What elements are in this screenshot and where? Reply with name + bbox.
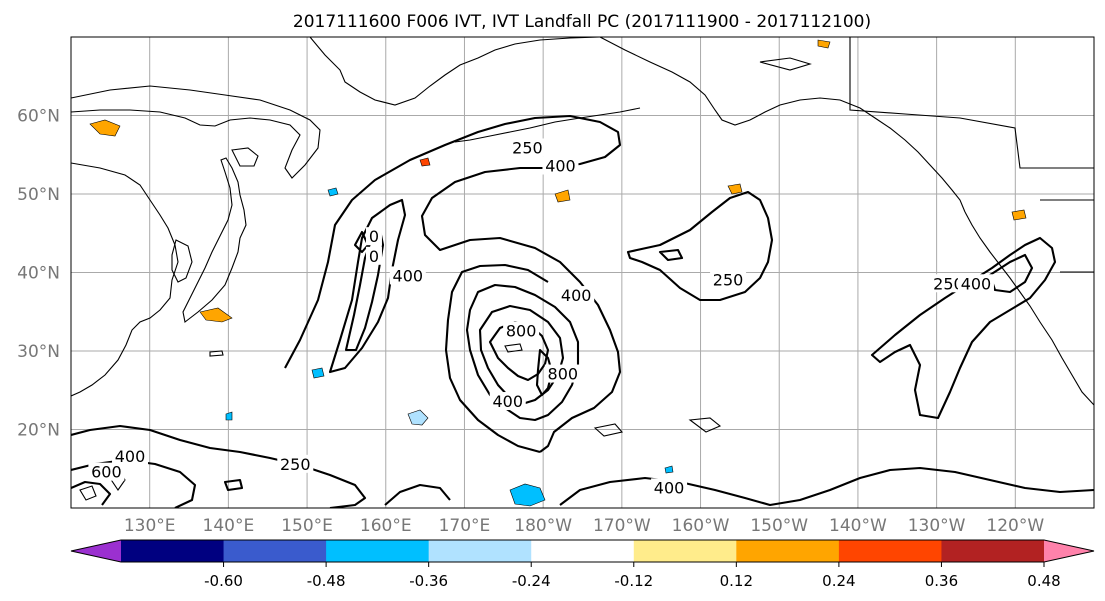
gridlines bbox=[71, 37, 1094, 508]
contour-label-halo bbox=[112, 446, 149, 465]
contour-label: 400 bbox=[654, 478, 685, 497]
contour-label-halo bbox=[489, 392, 526, 411]
longitude-label: 120°W bbox=[986, 516, 1044, 536]
colorbar-tick-label: -0.36 bbox=[409, 572, 448, 590]
longitude-label: 160°E bbox=[360, 516, 412, 536]
colorbar-extend-min bbox=[71, 540, 121, 562]
colorbar-tick-label: -0.12 bbox=[614, 572, 653, 590]
longitude-label: 150°E bbox=[281, 516, 333, 536]
contour-label-halo bbox=[88, 462, 125, 481]
colorbar-tick-label: -0.48 bbox=[307, 572, 346, 590]
latitude-label: 30°N bbox=[17, 342, 60, 362]
contour-label-halo bbox=[509, 138, 546, 157]
colorbar-extend-max bbox=[1044, 540, 1094, 562]
colorbar-segment bbox=[326, 540, 430, 562]
colorbar-segment bbox=[838, 540, 942, 562]
contour-label: 800 bbox=[506, 321, 537, 340]
contour-label: 800 bbox=[548, 365, 579, 384]
colorbar-outline bbox=[70, 539, 1095, 563]
colorbar-segment bbox=[736, 540, 840, 562]
contour-label-halo bbox=[365, 246, 382, 265]
longitude-label: 130°E bbox=[124, 516, 176, 536]
coastlines bbox=[71, 37, 1094, 501]
colorbar-tick-label: 0.12 bbox=[720, 572, 753, 590]
latitude-label: 40°N bbox=[17, 264, 60, 284]
contour-label: 0 bbox=[369, 247, 379, 266]
contour-label: 250 bbox=[933, 274, 964, 293]
contour-label: 400 bbox=[961, 274, 992, 293]
contour-label: 250 bbox=[512, 138, 543, 157]
contour-label: 400 bbox=[393, 266, 424, 285]
colorbar-segment bbox=[121, 540, 225, 562]
contour-label-halo bbox=[957, 274, 994, 293]
longitude-label: 150°W bbox=[750, 516, 808, 536]
longitude-label: 170°E bbox=[439, 516, 491, 536]
pc-shading bbox=[89, 39, 1027, 507]
contour-label: 400 bbox=[561, 286, 592, 305]
contour-label: 250 bbox=[713, 270, 744, 289]
latitude-labels: 60°N 50°N 40°N 30°N 20°N bbox=[17, 107, 60, 441]
contour-label-halo bbox=[542, 156, 579, 175]
map-frame bbox=[70, 36, 1095, 509]
colorbar: -0.60 -0.48 -0.36 -0.24 -0.12 0.12 0.24 0.36 0.4… bbox=[70, 539, 1095, 590]
colorbar-segment bbox=[633, 540, 737, 562]
colorbar-tick-label: -0.60 bbox=[204, 572, 243, 590]
contour-label-halo bbox=[277, 454, 314, 473]
longitude-label: 160°W bbox=[672, 516, 730, 536]
contour-label-halo bbox=[710, 270, 747, 289]
colorbar-segment bbox=[223, 540, 327, 562]
latitude-label: 20°N bbox=[17, 421, 60, 441]
latitude-label: 60°N bbox=[17, 107, 60, 127]
colorbar-segment bbox=[531, 540, 635, 562]
contour-label: 400 bbox=[115, 447, 146, 466]
contour-label-halo bbox=[365, 227, 382, 246]
contour-label: 400 bbox=[492, 392, 523, 411]
colorbar-tick-label: -0.24 bbox=[512, 572, 551, 590]
ivt-contours bbox=[71, 114, 1094, 508]
longitude-label: 170°W bbox=[593, 516, 651, 536]
contour-label: 0 bbox=[369, 227, 379, 246]
longitude-labels: 130°E 140°E 150°E 160°E 170°E 180°W 170°W 160°W… bbox=[124, 516, 1045, 536]
contour-label-halo bbox=[558, 286, 595, 305]
longitude-label: 140°W bbox=[829, 516, 887, 536]
contour-label-halo bbox=[651, 478, 688, 497]
contour-label-halo bbox=[930, 274, 967, 293]
longitude-label: 130°W bbox=[908, 516, 966, 536]
contour-label: 250 bbox=[280, 455, 311, 474]
longitude-label: 140°E bbox=[203, 516, 255, 536]
contour-label-halo bbox=[503, 321, 540, 340]
latitude-label: 50°N bbox=[17, 185, 60, 205]
contour-label-halo bbox=[389, 266, 426, 285]
colorbar-tick-label: 0.48 bbox=[1027, 572, 1060, 590]
colorbar-tick-label: 0.36 bbox=[925, 572, 958, 590]
longitude-label: 180°W bbox=[514, 516, 572, 536]
contour-label: 400 bbox=[545, 157, 576, 176]
colorbar-tick-label: 0.24 bbox=[822, 572, 855, 590]
contour-label-halo bbox=[544, 364, 581, 383]
colorbar-segment bbox=[941, 540, 1045, 562]
colorbar-segment bbox=[428, 540, 532, 562]
figure-title: 2017111600 F006 IVT, IVT Landfall PC (20… bbox=[293, 12, 871, 32]
contour-label: 600 bbox=[91, 463, 122, 482]
